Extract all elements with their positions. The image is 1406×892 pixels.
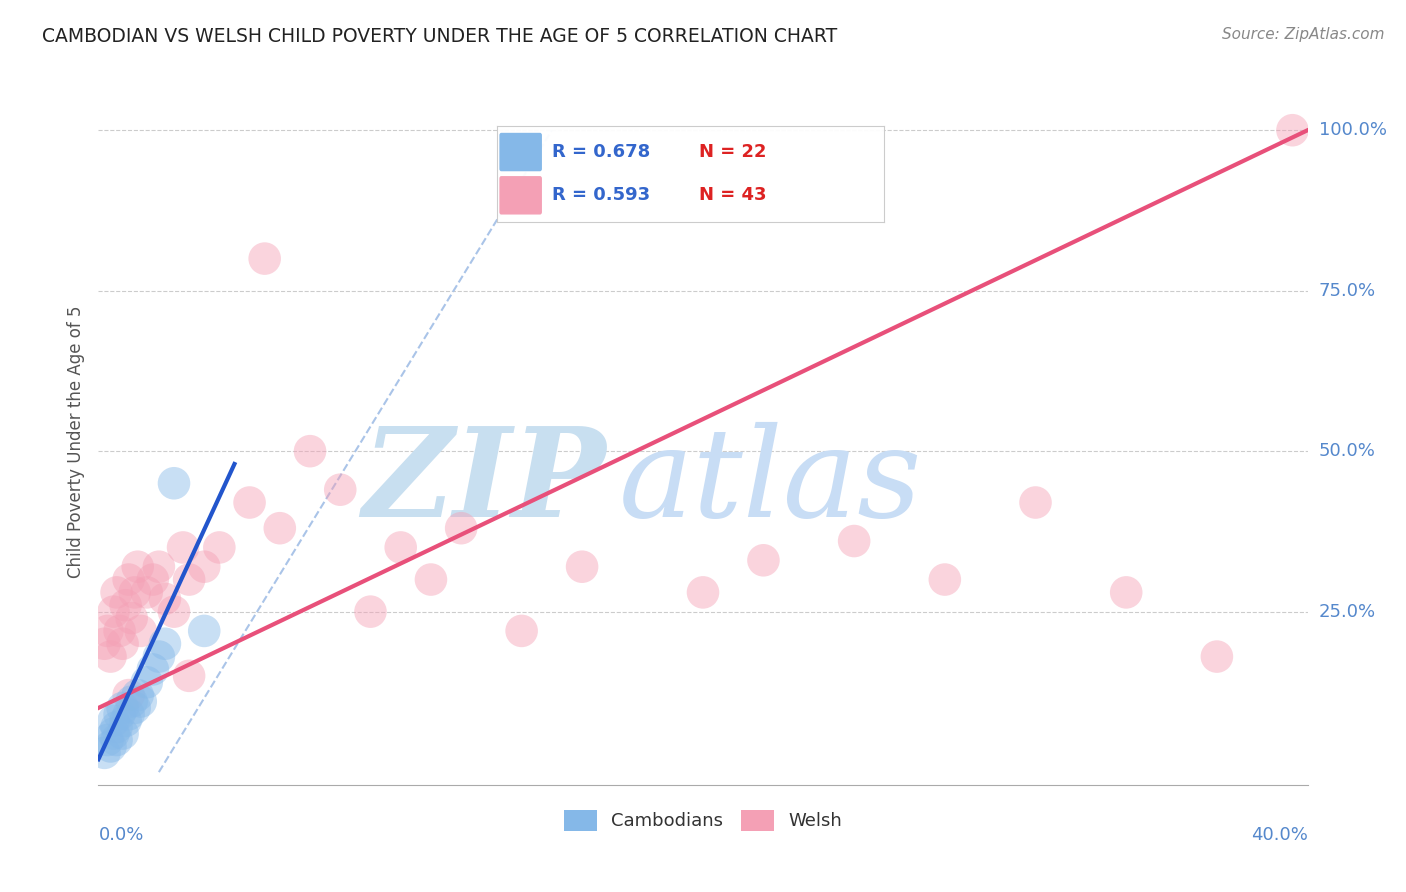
Text: 100.0%: 100.0% — [1319, 121, 1386, 139]
Point — [153, 591, 176, 606]
Point — [844, 534, 866, 549]
Point — [135, 585, 157, 599]
Text: 0.0%: 0.0% — [98, 826, 143, 844]
Point — [108, 624, 131, 638]
Point — [329, 483, 352, 497]
Point — [163, 605, 186, 619]
Point — [142, 662, 165, 676]
Point — [129, 694, 152, 708]
Point — [127, 559, 149, 574]
Point — [1024, 495, 1046, 509]
Point — [239, 495, 262, 509]
Point — [299, 444, 322, 458]
Point — [253, 252, 276, 266]
Legend: Cambodians, Welsh: Cambodians, Welsh — [557, 803, 849, 838]
Point — [142, 573, 165, 587]
Point — [148, 559, 170, 574]
Point — [105, 733, 128, 747]
Point — [172, 541, 194, 555]
Point — [420, 573, 443, 587]
Point — [111, 637, 134, 651]
Point — [103, 714, 125, 728]
Point — [208, 541, 231, 555]
Point — [153, 637, 176, 651]
Point — [100, 739, 122, 754]
Text: ZIP: ZIP — [363, 422, 606, 543]
Point — [121, 694, 143, 708]
Point — [118, 573, 141, 587]
Point — [93, 637, 115, 651]
Text: 75.0%: 75.0% — [1319, 282, 1376, 300]
Point — [103, 726, 125, 740]
Point — [163, 476, 186, 491]
Point — [1115, 585, 1137, 599]
Text: atlas: atlas — [619, 422, 922, 543]
Point — [127, 688, 149, 702]
Point — [114, 714, 136, 728]
Point — [571, 559, 593, 574]
Point — [93, 746, 115, 760]
Point — [179, 669, 201, 683]
Point — [124, 701, 146, 715]
Text: 40.0%: 40.0% — [1251, 826, 1308, 844]
Point — [114, 599, 136, 613]
Point — [108, 707, 131, 722]
Point — [1206, 649, 1229, 664]
Point — [121, 611, 143, 625]
Point — [105, 720, 128, 734]
Point — [934, 573, 956, 587]
Point — [360, 605, 382, 619]
Point — [269, 521, 291, 535]
Point — [118, 707, 141, 722]
Point — [111, 726, 134, 740]
Point — [124, 585, 146, 599]
Point — [96, 624, 118, 638]
Point — [193, 624, 215, 638]
Point — [118, 688, 141, 702]
Point — [100, 649, 122, 664]
Text: Source: ZipAtlas.com: Source: ZipAtlas.com — [1222, 27, 1385, 42]
Point — [111, 701, 134, 715]
Point — [105, 585, 128, 599]
Point — [103, 605, 125, 619]
Point — [692, 585, 714, 599]
Text: 50.0%: 50.0% — [1319, 442, 1375, 460]
Point — [389, 541, 412, 555]
Point — [135, 675, 157, 690]
Text: 25.0%: 25.0% — [1319, 603, 1376, 621]
Point — [1281, 123, 1303, 137]
Point — [193, 559, 215, 574]
Point — [752, 553, 775, 567]
Point — [510, 624, 533, 638]
Point — [148, 649, 170, 664]
Y-axis label: Child Poverty Under the Age of 5: Child Poverty Under the Age of 5 — [66, 305, 84, 578]
Point — [96, 733, 118, 747]
Point — [129, 624, 152, 638]
Point — [179, 573, 201, 587]
Text: CAMBODIAN VS WELSH CHILD POVERTY UNDER THE AGE OF 5 CORRELATION CHART: CAMBODIAN VS WELSH CHILD POVERTY UNDER T… — [42, 27, 838, 45]
Point — [450, 521, 472, 535]
